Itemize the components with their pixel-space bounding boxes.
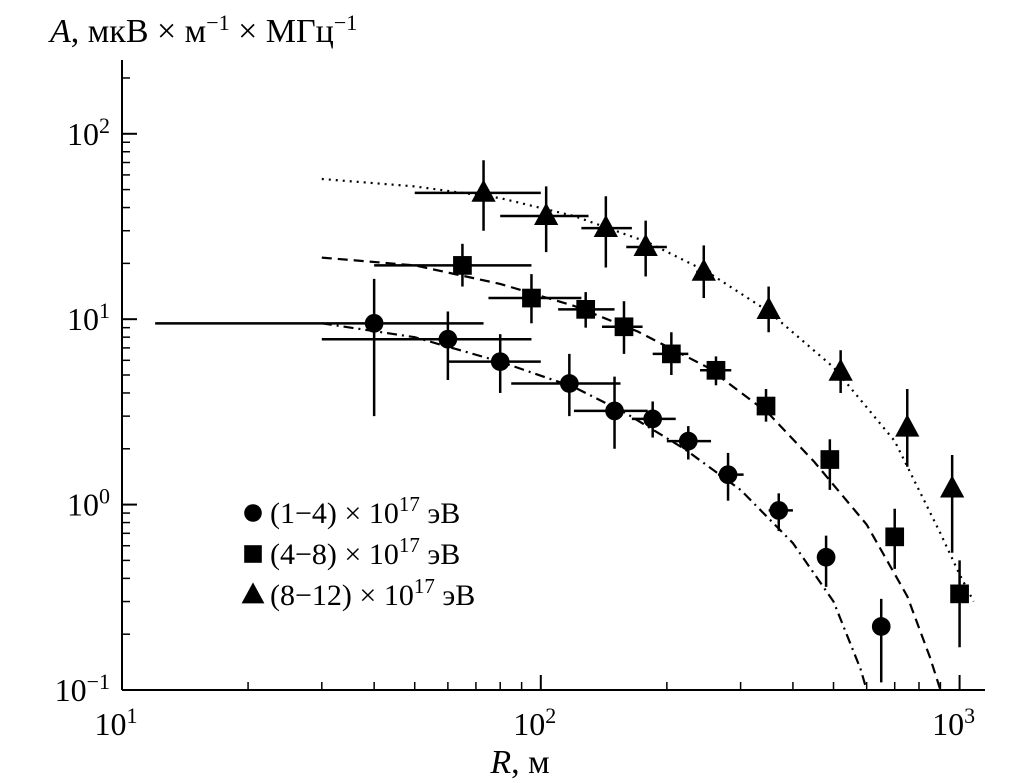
series-circle [155, 278, 891, 683]
legend-label-triangle: (8−12) × 1017 эВ [270, 574, 475, 612]
legend: (1−4) × 1017 эВ(4−8) × 1017 эВ(8−12) × 1… [241, 492, 475, 612]
data-point-square [661, 344, 681, 364]
data-point-triangle [895, 414, 920, 437]
x-tick-label: 101 [95, 703, 138, 743]
series-triangle [414, 160, 965, 553]
data-point-triangle [534, 202, 559, 225]
data-point-triangle [756, 296, 781, 319]
y-tick-label: 10−1 [55, 669, 110, 709]
data-point-square [706, 360, 726, 380]
legend-label-square: (4−8) × 1017 эВ [270, 533, 460, 571]
x-axis-label: R, м [489, 744, 549, 781]
data-point-triangle [471, 179, 496, 202]
fit-curve-square [321, 256, 942, 691]
y-tick-label: 102 [67, 112, 110, 152]
data-point-square [950, 584, 969, 604]
data-point-square [453, 256, 472, 275]
data-point-square [576, 299, 596, 319]
data-points [155, 160, 969, 683]
data-point-circle [605, 401, 624, 421]
legend-label-circle: (1−4) × 1017 эВ [270, 492, 460, 530]
legend-marker-square [244, 545, 262, 563]
data-point-circle [559, 374, 579, 393]
data-point-circle [816, 547, 836, 567]
data-point-circle [438, 329, 458, 349]
data-point-circle [643, 409, 663, 429]
axes: 101 102 103 10−1 100 101 102 [55, 60, 985, 742]
data-point-circle [718, 465, 738, 485]
data-point-square [885, 527, 905, 547]
fit-curves [321, 177, 975, 691]
y-tick-label: 100 [67, 483, 110, 523]
y-axis-label: A, мкВ × м−1 × МГц−1 [48, 10, 357, 51]
data-point-triangle [940, 475, 965, 498]
data-point-circle [364, 313, 384, 333]
data-point-square [820, 450, 840, 469]
data-point-circle [871, 617, 891, 636]
series-square [374, 243, 969, 648]
y-tick-label: 101 [67, 298, 110, 338]
legend-marker-circle [244, 504, 262, 522]
data-point-circle [678, 431, 698, 451]
data-point-square [522, 288, 541, 308]
x-tick-label: 102 [513, 703, 556, 743]
data-point-triangle [593, 214, 618, 238]
data-point-circle [769, 501, 789, 520]
x-tick-label: 103 [932, 703, 975, 743]
data-point-triangle [828, 358, 853, 381]
data-point-circle [490, 352, 510, 372]
data-point-square [614, 317, 634, 337]
legend-marker-triangle [241, 582, 265, 604]
data-point-triangle [691, 258, 716, 281]
data-point-square [756, 396, 776, 416]
data-point-triangle [633, 233, 658, 256]
